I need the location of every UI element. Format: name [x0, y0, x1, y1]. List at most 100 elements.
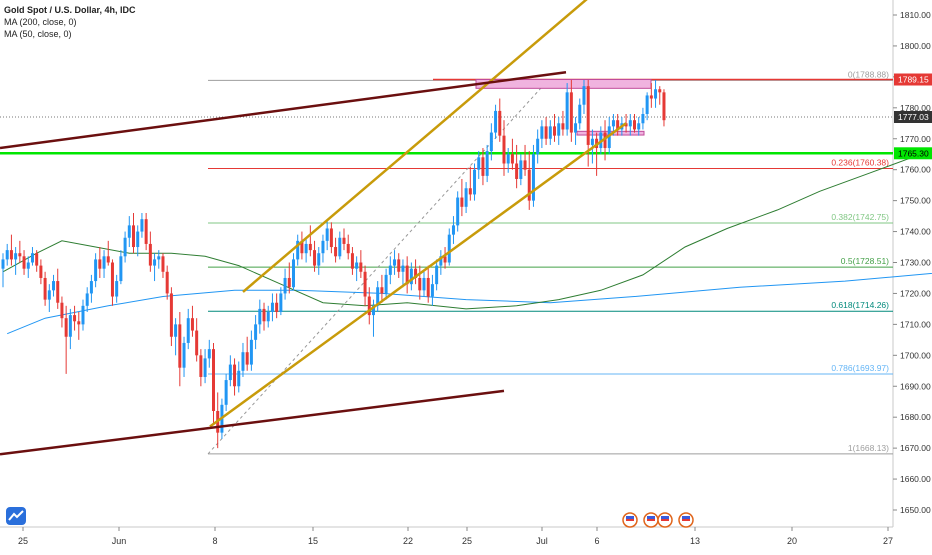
candle-body [645, 95, 649, 114]
candle [582, 79, 586, 114]
candle-body [136, 231, 140, 248]
candle-body [98, 259, 102, 269]
candle-body [258, 308, 262, 325]
candle-body [195, 330, 199, 356]
candle-body [460, 197, 464, 207]
candle-body [127, 225, 131, 238]
candle [510, 138, 514, 170]
candle [515, 144, 519, 189]
candle-body [515, 163, 519, 179]
candle-body [119, 256, 123, 282]
candle-body [565, 92, 569, 130]
candle [237, 361, 241, 393]
ma50-line [2, 149, 932, 310]
fib-level-label: 0.236(1760.38) [831, 158, 889, 168]
candle [110, 259, 114, 306]
candle [649, 83, 653, 108]
candle-body [182, 342, 186, 368]
candle [127, 216, 131, 248]
price-label-box [894, 147, 932, 160]
y-tick-label: 1770.00 [900, 134, 931, 144]
event-marker-icon [678, 512, 694, 528]
candle [489, 123, 493, 161]
candle [174, 318, 178, 356]
wedge-upper-line [0, 70, 567, 150]
candle [30, 247, 34, 266]
candle-body [203, 358, 207, 377]
candle [363, 265, 367, 306]
candle-body [115, 281, 119, 297]
candle [329, 222, 333, 254]
candle [1, 253, 5, 288]
candle-body [233, 364, 237, 387]
candle [641, 107, 645, 130]
y-tick-label: 1810.00 [900, 10, 931, 20]
candle-body [165, 271, 169, 294]
candle [359, 250, 363, 278]
y-tick-label: 1730.00 [900, 258, 931, 268]
candle [405, 256, 409, 294]
candle-body [662, 92, 666, 121]
candle-body [245, 352, 249, 365]
candle-body [494, 110, 498, 133]
candle-body [186, 318, 190, 343]
candle-body [275, 302, 279, 312]
candle [81, 299, 85, 331]
candle-body [611, 120, 615, 127]
x-axis-ticks: 25 Jun 8 15 22 25 Jul 6 13 20 27 [18, 527, 893, 546]
candle-body [422, 277, 426, 291]
candle [300, 231, 304, 260]
candle [64, 305, 68, 374]
candle [182, 336, 186, 377]
candle-body [561, 123, 565, 130]
candle-body [157, 256, 161, 260]
candle-body [52, 281, 56, 291]
candle-body [270, 302, 274, 312]
candle-body [207, 349, 211, 359]
event-markers [622, 512, 694, 528]
candle [350, 247, 354, 275]
event-flag-blue [647, 516, 655, 519]
candle-body [144, 219, 148, 244]
candle [60, 296, 64, 328]
candle-body [641, 114, 645, 124]
candle-body [616, 120, 620, 130]
candle [14, 247, 18, 275]
candle [502, 120, 506, 176]
y-tick-label: 1720.00 [900, 288, 931, 298]
candle [5, 243, 9, 266]
candle [161, 253, 165, 278]
candle [190, 305, 194, 337]
candle-body [523, 160, 527, 170]
candle-body [283, 277, 287, 294]
candle-body [212, 349, 215, 411]
fib-level-label: 0.786(1693.97) [831, 363, 889, 373]
event-flag-white [626, 521, 634, 523]
candle [460, 178, 464, 217]
candle-body [89, 281, 93, 294]
candle-body [321, 240, 325, 254]
candle-body [56, 281, 60, 303]
candle-body [300, 240, 304, 254]
y-tick-label: 1750.00 [900, 196, 931, 206]
candle [519, 154, 523, 186]
price-label-box [894, 73, 932, 86]
wedge-lower-line [0, 389, 505, 456]
candle [439, 250, 443, 275]
candle [22, 250, 26, 275]
price-labels: 1789.15 1777.03 1765.30 [894, 73, 932, 160]
candle-body [174, 324, 178, 337]
tradingview-logo-icon[interactable] [6, 507, 26, 525]
candle-body [540, 126, 544, 139]
candle [136, 225, 140, 257]
candle-body [510, 154, 514, 164]
candle-body [304, 243, 308, 254]
candle [233, 358, 237, 396]
candle-body [439, 256, 443, 266]
event-flag-blue [626, 516, 634, 519]
y-tick-label: 1800.00 [900, 41, 931, 51]
price-label-text: 1765.30 [898, 148, 929, 158]
candle-body [153, 259, 157, 266]
